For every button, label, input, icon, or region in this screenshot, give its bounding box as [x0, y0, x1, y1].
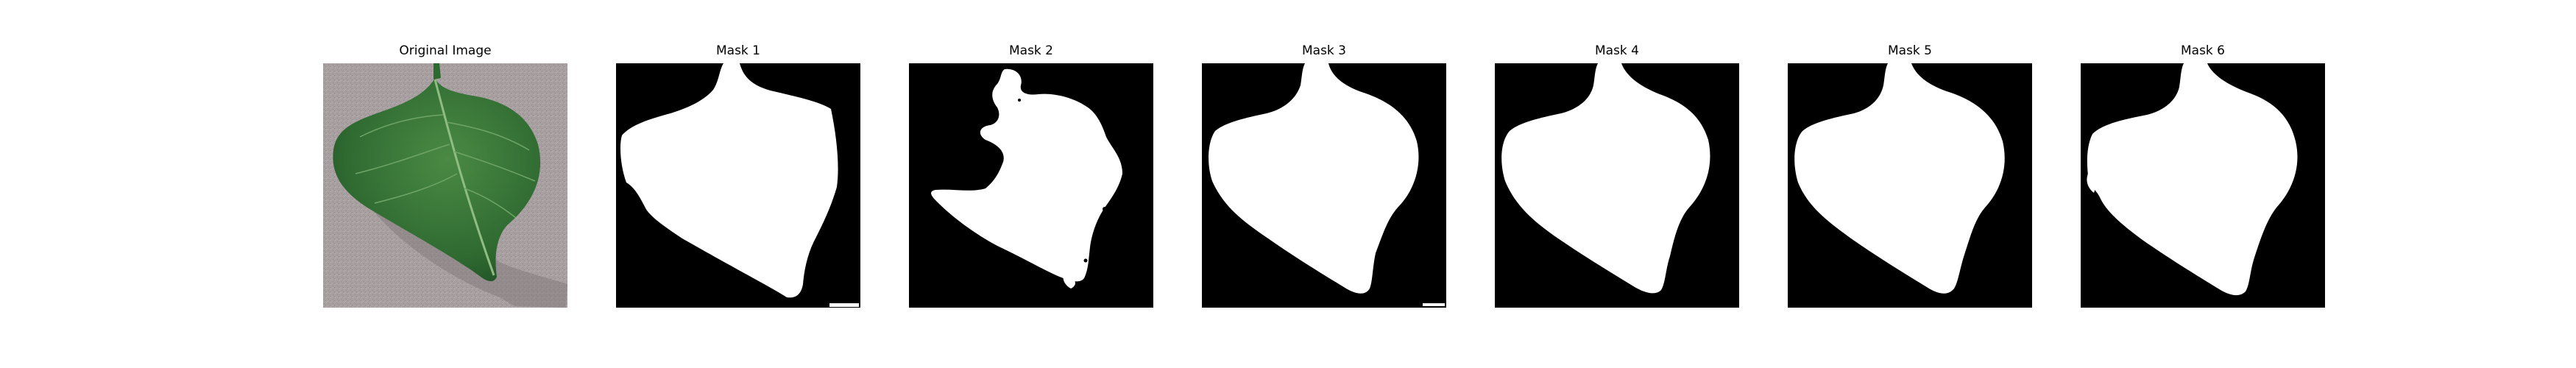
mask-4-image: [1495, 63, 1739, 308]
panel-title: Mask 4: [1594, 43, 1639, 58]
panel-title: Mask 5: [1887, 43, 1932, 58]
leaf-shape: [333, 78, 541, 282]
panel-title: Mask 3: [1301, 43, 1346, 58]
mask-1-image: [616, 63, 860, 308]
mask-region: [2087, 63, 2298, 296]
panel-title: Mask 6: [2180, 43, 2225, 58]
mask-6-image: [2081, 63, 2325, 308]
mask-region: [1501, 63, 1710, 294]
panel-title: Original Image: [399, 43, 492, 58]
mask-region: [1209, 63, 1419, 294]
panel-mask-3: Mask 3: [1202, 0, 1446, 368]
original-photo: [323, 63, 567, 308]
mask-2-image: [909, 63, 1153, 308]
mask-region: [1794, 63, 2005, 294]
panel-mask-4: Mask 4: [1495, 0, 1739, 368]
panel-title: Mask 1: [715, 43, 760, 58]
mask-region: [620, 63, 838, 298]
panel-mask-2: Mask 2: [909, 0, 1153, 368]
mask-3-image: [1202, 63, 1446, 308]
panel-mask-5: Mask 5: [1788, 0, 2032, 368]
mask-5-image: [1788, 63, 2032, 308]
mask-region: [931, 68, 1122, 282]
panel-mask-1: Mask 1: [616, 0, 860, 368]
panel-mask-6: Mask 6: [2081, 0, 2325, 368]
panel-title: Mask 2: [1008, 43, 1053, 58]
panel-original: Original Image: [323, 0, 567, 368]
